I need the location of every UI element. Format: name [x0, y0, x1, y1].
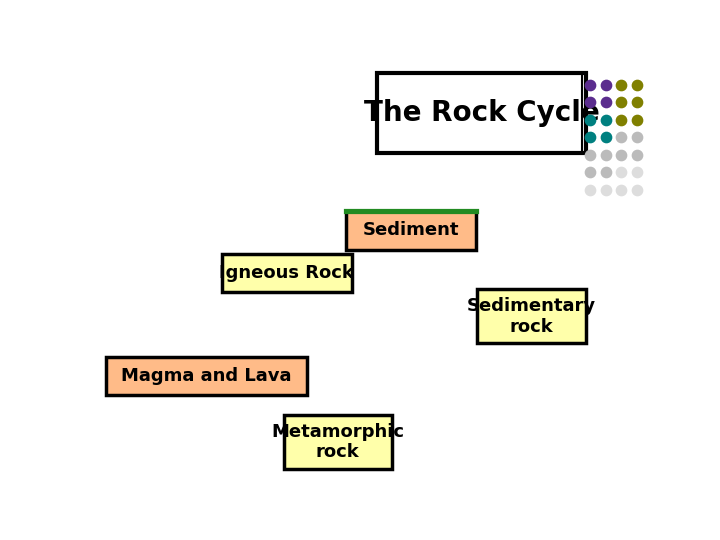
Point: [584, 185, 595, 194]
Point: [631, 116, 643, 124]
Point: [584, 80, 595, 89]
Point: [631, 150, 643, 159]
FancyBboxPatch shape: [222, 254, 351, 292]
Point: [584, 133, 595, 141]
Text: Magma and Lava: Magma and Lava: [121, 367, 292, 385]
Point: [616, 116, 627, 124]
Point: [600, 168, 611, 177]
Point: [584, 116, 595, 124]
FancyBboxPatch shape: [106, 357, 307, 395]
FancyBboxPatch shape: [346, 211, 476, 250]
Point: [584, 168, 595, 177]
Point: [616, 150, 627, 159]
Point: [631, 98, 643, 106]
FancyBboxPatch shape: [284, 415, 392, 469]
Point: [631, 168, 643, 177]
Text: The Rock Cycle: The Rock Cycle: [364, 99, 599, 127]
Text: Igneous Rock: Igneous Rock: [220, 264, 354, 282]
Point: [600, 185, 611, 194]
Point: [616, 98, 627, 106]
Point: [616, 133, 627, 141]
Point: [584, 98, 595, 106]
FancyBboxPatch shape: [477, 289, 585, 343]
Text: Sediment: Sediment: [362, 221, 459, 240]
FancyBboxPatch shape: [377, 73, 586, 153]
Text: Sedimentary
rock: Sedimentary rock: [467, 297, 596, 336]
Point: [600, 150, 611, 159]
Point: [631, 80, 643, 89]
Point: [616, 185, 627, 194]
Point: [631, 185, 643, 194]
Point: [616, 168, 627, 177]
Point: [631, 133, 643, 141]
Point: [584, 150, 595, 159]
Point: [600, 133, 611, 141]
Text: Metamorphic
rock: Metamorphic rock: [271, 422, 404, 461]
Point: [600, 80, 611, 89]
Point: [600, 116, 611, 124]
Point: [616, 80, 627, 89]
Point: [600, 98, 611, 106]
